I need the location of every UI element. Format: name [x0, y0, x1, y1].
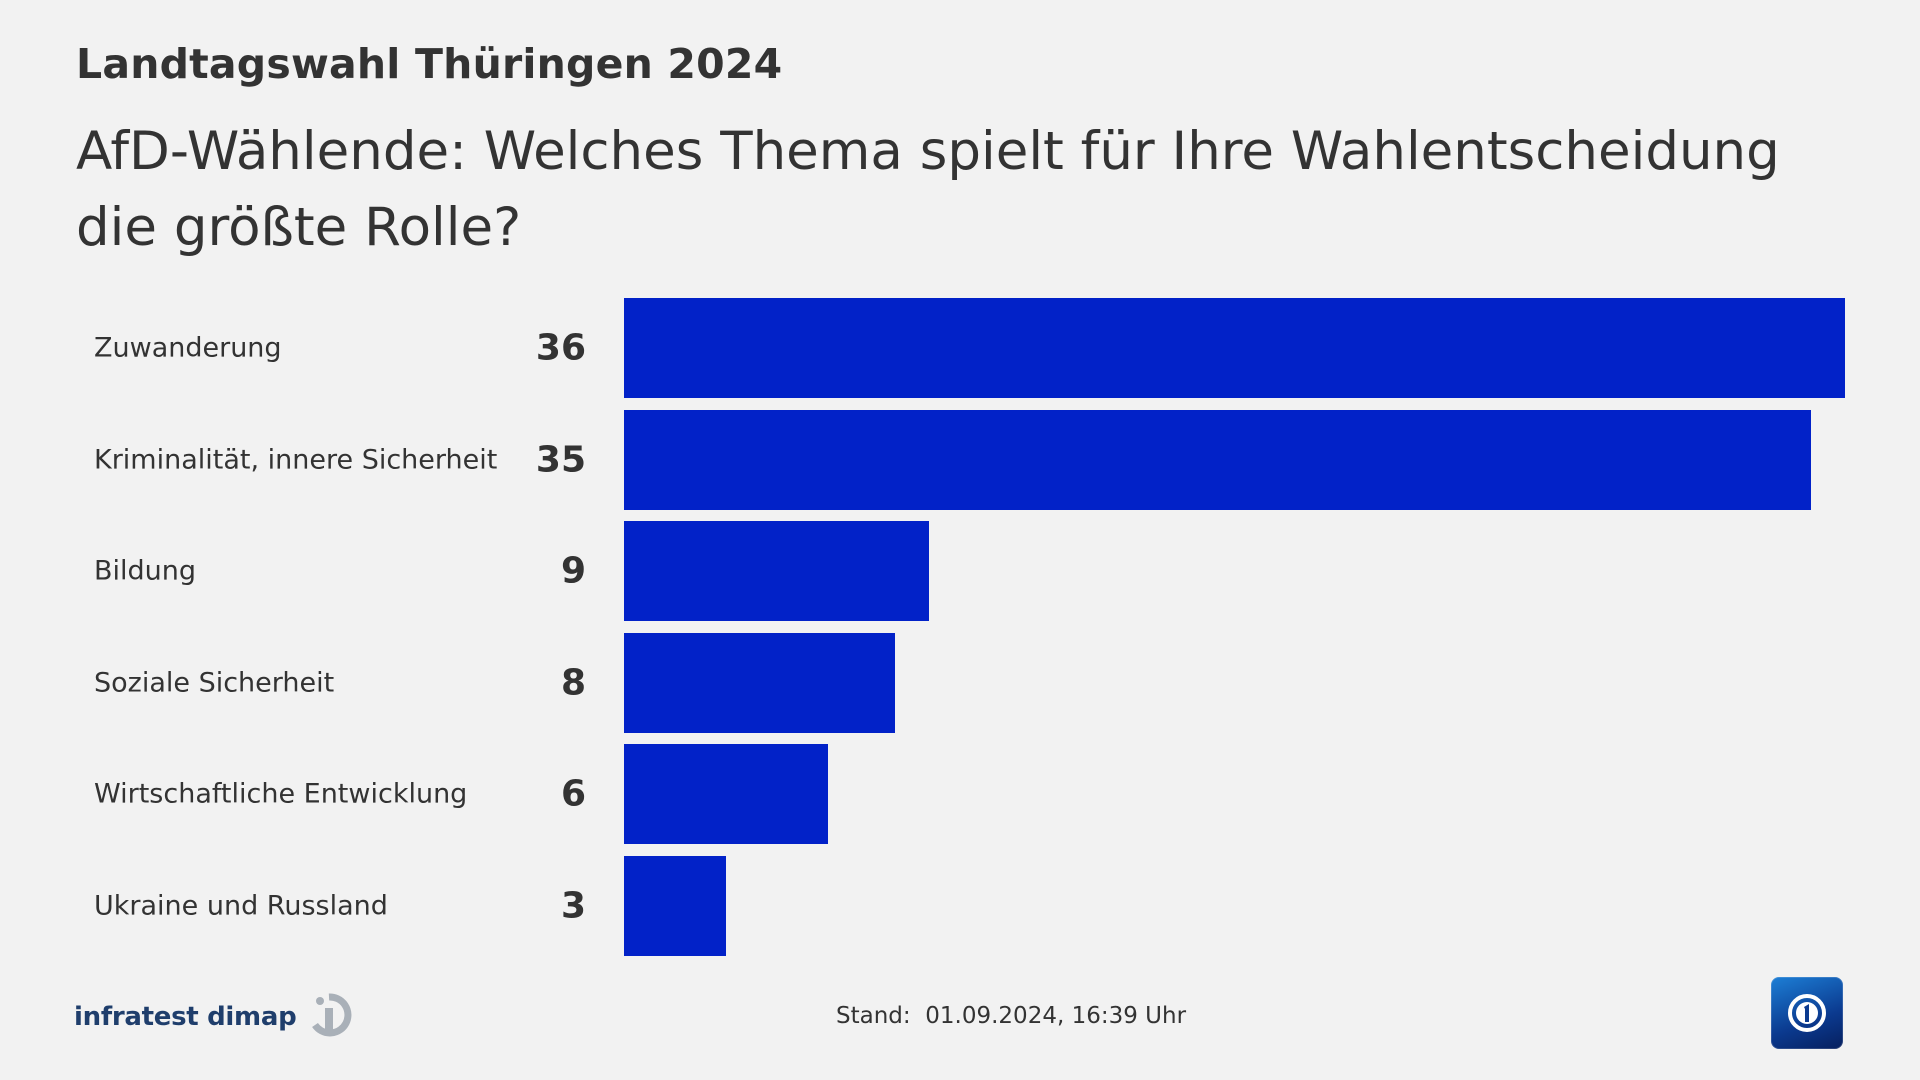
- timestamp-label: Stand:: [836, 1003, 911, 1029]
- value-label: 3: [560, 885, 586, 926]
- category-label: Zuwanderung: [94, 332, 282, 364]
- bar: [624, 632, 896, 733]
- category-label: Wirtschaftliche Entwicklung: [94, 778, 468, 810]
- chart-overline: Landtagswahl Thüringen 2024: [76, 40, 783, 88]
- value-label: 35: [535, 439, 586, 480]
- bar: [624, 855, 726, 956]
- bar: [624, 409, 1812, 510]
- timestamp-value: 01.09.2024, 16:39 Uhr: [925, 1003, 1187, 1029]
- timestamp: Stand: 01.09.2024, 16:39 Uhr: [836, 1003, 1186, 1029]
- value-label: 8: [560, 662, 586, 703]
- source-credit: infratest dimap: [74, 992, 352, 1042]
- value-label: 9: [560, 550, 586, 592]
- tagesschau-logo-icon: [1771, 977, 1843, 1049]
- bar: [624, 521, 930, 621]
- bar: [624, 744, 828, 844]
- value-label: 6: [560, 773, 586, 815]
- category-label: Ukraine und Russland: [94, 890, 388, 921]
- category-label: Bildung: [94, 555, 197, 587]
- chart-title: AfD-Wählende: Welches Thema spielt für I…: [76, 121, 1780, 258]
- category-label: Kriminalität, innere Sicherheit: [94, 444, 498, 475]
- infratest-dimap-logo-icon: [306, 992, 352, 1042]
- category-label: Soziale Sicherheit: [94, 667, 335, 698]
- source-text: infratest dimap: [74, 1002, 297, 1032]
- value-label: 36: [535, 327, 586, 369]
- bar: [624, 298, 1845, 398]
